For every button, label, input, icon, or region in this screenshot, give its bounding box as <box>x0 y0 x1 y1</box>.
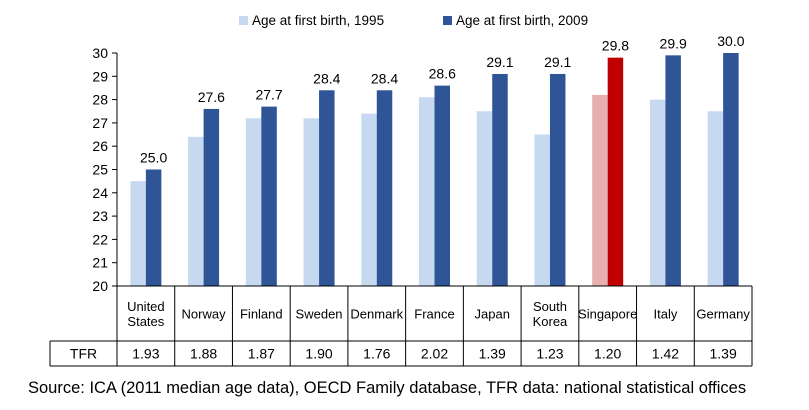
bar-2009 <box>261 106 277 286</box>
tfr-value: 1.93 <box>132 346 159 362</box>
tfr-value: 1.23 <box>536 346 563 362</box>
legend-swatch <box>239 16 248 25</box>
y-tick-label: 22 <box>92 231 108 247</box>
category-label: Denmark <box>350 307 403 322</box>
bar-1995 <box>476 111 493 286</box>
bar-2009 <box>434 85 450 287</box>
bar-1995 <box>303 118 320 287</box>
data-label: 29.8 <box>602 38 629 54</box>
y-tick-label: 26 <box>92 138 108 154</box>
category-label: France <box>414 307 454 322</box>
y-tick-label: 23 <box>92 208 108 224</box>
y-tick-label: 24 <box>92 185 108 201</box>
data-label: 30.0 <box>717 33 744 49</box>
bar-1995 <box>361 113 377 286</box>
bar-2009 <box>665 55 681 286</box>
tfr-value: 1.76 <box>363 346 390 362</box>
legend-label: Age at first birth, 2009 <box>456 13 588 28</box>
bar-2009 <box>376 90 393 286</box>
data-label: 27.6 <box>198 89 225 105</box>
y-tick-label: 20 <box>92 278 108 294</box>
data-label: 28.6 <box>429 66 456 82</box>
bar-2009 <box>549 73 566 286</box>
data-label: 28.4 <box>371 70 398 86</box>
bar-2009 <box>492 73 508 286</box>
source-note: Source: ICA (2011 median age data), OECD… <box>28 379 747 397</box>
tfr-value: 1.90 <box>305 346 332 362</box>
table-row-label: TFR <box>70 346 97 362</box>
bar-1995 <box>707 111 724 286</box>
bar-1995 <box>419 97 435 287</box>
category-label: South Korea <box>533 299 568 329</box>
y-tick-label: 28 <box>92 92 108 108</box>
y-tick-label: 25 <box>92 162 108 178</box>
data-label: 29.9 <box>660 35 687 51</box>
bar-2009 <box>723 53 739 286</box>
legend-label: Age at first birth, 1995 <box>252 13 384 28</box>
chart: 20 21 22 23 24 25 26 27 28 29 30 25.0 27.6 27.7 28.4 28… <box>49 13 753 367</box>
tfr-value: 1.20 <box>594 346 621 362</box>
category-label: Sweden <box>296 307 343 322</box>
data-label: 29.1 <box>486 54 513 70</box>
tfr-value: 2.02 <box>421 346 448 362</box>
category-label: United States <box>127 299 165 329</box>
category-label: Singapore <box>578 307 637 322</box>
legend-swatch <box>443 16 452 25</box>
y-tick-label: 30 <box>92 45 108 61</box>
y-tick-label: 27 <box>92 115 108 131</box>
category-label: Germany <box>696 307 750 322</box>
bar-2009 <box>203 108 220 286</box>
bar-2009 <box>145 169 162 286</box>
bar-2009 <box>607 57 624 286</box>
bar-1995 <box>649 99 666 286</box>
y-tick-label: 29 <box>92 68 108 84</box>
data-label: 27.7 <box>255 87 282 103</box>
bar-1995 <box>130 181 146 286</box>
data-label: 29.1 <box>544 54 571 70</box>
data-label: 28.4 <box>313 70 340 86</box>
y-tick-label: 21 <box>92 255 108 271</box>
category-label: Norway <box>182 307 227 322</box>
bar-1995 <box>188 136 204 286</box>
tfr-value: 1.88 <box>190 346 217 362</box>
category-label: Italy <box>653 307 677 322</box>
bar-1995 <box>592 94 608 286</box>
tfr-value: 1.42 <box>652 346 679 362</box>
tfr-value: 1.39 <box>479 346 506 362</box>
data-label: 25.0 <box>140 150 167 166</box>
bar-1995 <box>534 134 550 286</box>
bar-2009 <box>319 90 335 286</box>
category-label: Japan <box>475 307 510 322</box>
tfr-value: 1.87 <box>248 346 275 362</box>
tfr-value: 1.39 <box>710 346 737 362</box>
bar-1995 <box>245 118 262 287</box>
category-label: Finland <box>240 307 283 322</box>
